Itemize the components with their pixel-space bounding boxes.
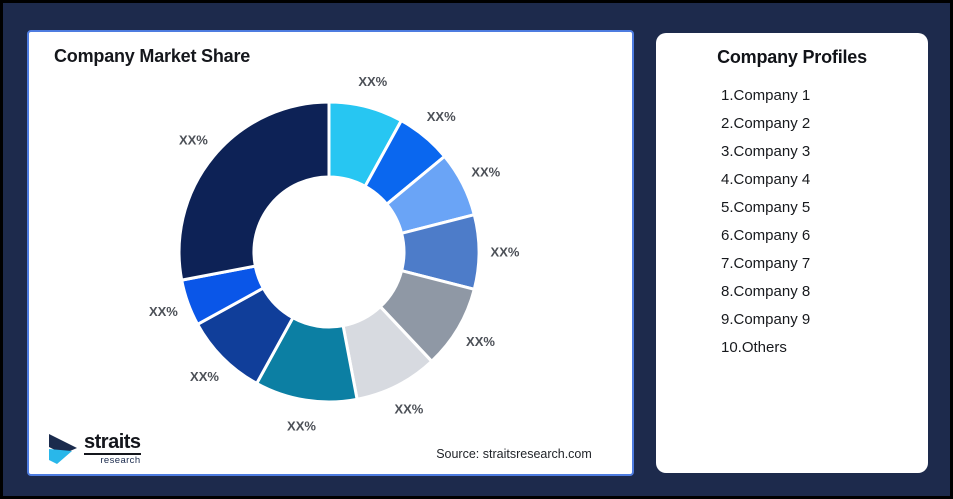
profile-item-1: 1.Company 1 xyxy=(721,87,811,104)
chart-title: Company Market Share xyxy=(54,46,251,66)
profile-item-5: 5.Company 5 xyxy=(721,199,811,216)
donut-segment-label-6: XX% xyxy=(394,401,423,416)
profile-item-9: 9.Company 9 xyxy=(721,311,811,328)
profile-item-8: 8.Company 8 xyxy=(721,283,811,300)
donut-chart: XX% XX% XX% XX% XX% XX% XX% XX% XX% XX% xyxy=(29,32,632,474)
profiles-title: Company Profiles xyxy=(717,47,867,67)
profile-item-6: 6.Company 6 xyxy=(721,227,811,244)
market-share-card: Company Market Share XX% XX% XX% XX% XX% XX% X… xyxy=(27,30,634,476)
donut-segment-10 xyxy=(177,100,331,282)
donut-segment-label-2: XX% xyxy=(427,109,456,124)
profiles-list: 1.Company 1 2.Company 2 3.Company 3 4.Compa… xyxy=(656,82,928,362)
profile-item-4: 4.Company 4 xyxy=(721,171,811,188)
logo-brand-text: straits xyxy=(84,431,141,455)
donut-segment-label-3: XX% xyxy=(471,165,500,180)
company-profiles-card: Company Profiles 1.Company 1 2.Company 2 3… xyxy=(656,33,928,473)
logo-wordmark: straits research xyxy=(84,432,141,466)
profile-item-2: 2.Company 2 xyxy=(721,115,811,132)
donut-segment-label-1: XX% xyxy=(358,74,387,89)
straits-research-logo: straits research xyxy=(47,432,141,466)
donut-segment-label-7: XX% xyxy=(287,418,316,433)
donut-segment-label-9: XX% xyxy=(149,304,178,319)
logo-sub-text: research xyxy=(100,455,141,466)
profile-item-3: 3.Company 3 xyxy=(721,143,811,160)
donut-segment-label-10: XX% xyxy=(179,132,208,147)
donut-segment-label-5: XX% xyxy=(466,334,495,349)
donut-segment-label-8: XX% xyxy=(190,369,219,384)
source-attribution: Source: straitsresearch.com xyxy=(436,447,592,461)
logo-chevron-icon xyxy=(49,434,77,464)
donut-segment-label-4: XX% xyxy=(491,245,520,260)
profile-item-7: 7.Company 7 xyxy=(721,255,811,272)
profile-item-10: 10.Others xyxy=(721,339,787,356)
